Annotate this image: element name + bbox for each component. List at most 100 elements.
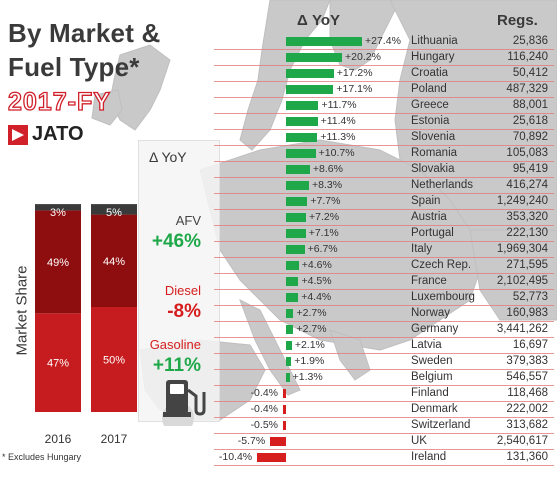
- country-name: Portugal: [411, 227, 454, 239]
- bar-label-2017-seg0: 50%: [103, 355, 125, 367]
- table-row: +1.3% Belgium 546,557: [214, 370, 554, 386]
- yoy-bar-austria: [286, 213, 306, 222]
- yoy-label: +2.1%: [294, 339, 325, 351]
- yoy-bar-portugal: [286, 229, 306, 238]
- country-name: Denmark: [411, 403, 458, 415]
- fuel-delta-panel: Δ YoY AFV +46% Diesel -8% Gasoline +11%: [138, 140, 220, 422]
- country-name: Hungary: [411, 51, 455, 63]
- fuel-delta-header: Δ YoY: [149, 149, 187, 165]
- table-row: +11.7% Greece 88,001: [214, 98, 554, 114]
- yoy-label: -0.4%: [250, 387, 278, 399]
- yoy-bar-italy: [286, 245, 305, 254]
- table-row: +2.7% Norway 160,983: [214, 306, 554, 322]
- registrations-value: 95,419: [512, 163, 548, 175]
- row-divider: [214, 321, 554, 322]
- registrations-value: 160,983: [506, 307, 548, 319]
- fuel-diesel-name: Diesel: [164, 283, 201, 298]
- title-line1: By Market &: [8, 18, 161, 48]
- yoy-label: +11.7%: [321, 99, 357, 111]
- country-name: Spain: [411, 195, 441, 207]
- yoy-bar-switzerland: [283, 421, 286, 430]
- registrations-value: 487,329: [506, 83, 548, 95]
- fuel-gasoline-name: Gasoline: [149, 337, 201, 352]
- row-divider: [214, 305, 554, 306]
- bar-2017-seg1: [91, 214, 137, 307]
- yoy-label: +6.7%: [307, 243, 338, 255]
- row-divider: [214, 337, 554, 338]
- country-name: Italy: [411, 243, 433, 255]
- jato-logo-icon: [8, 125, 28, 145]
- yoy-bar-sweden: [286, 357, 292, 366]
- table-row: -5.7% UK 2,540,617: [214, 434, 554, 450]
- table-row: -0.5% Switzerland 313,682: [214, 418, 554, 434]
- table-row: -0.4% Finland 118,468: [214, 386, 554, 402]
- bar-2016-seg2: [35, 204, 81, 211]
- country-name: Netherlands: [411, 179, 474, 191]
- table-row: +11.3% Slovenia 70,892: [214, 130, 554, 146]
- jato-logo: JATO: [8, 123, 108, 146]
- yoy-bar-croatia: [286, 69, 334, 78]
- delta-yoy-header: Δ YoY: [297, 12, 341, 29]
- yoy-label: +4.5%: [301, 275, 332, 287]
- row-divider: [214, 449, 554, 450]
- bar-label-2017-seg1: 44%: [103, 256, 125, 268]
- yoy-label: +17.1%: [336, 83, 373, 95]
- table-row: +4.6% Czech Rep. 271,595: [214, 258, 554, 274]
- yoy-bar-netherlands: [286, 181, 310, 190]
- bar-2016-seg1: [35, 210, 81, 314]
- registrations-value: 70,892: [512, 131, 548, 143]
- row-divider: [214, 273, 554, 274]
- country-name: Switzerland: [411, 419, 471, 431]
- yoy-bar-luxembourg: [286, 293, 299, 302]
- country-name: Lithuania: [411, 35, 458, 47]
- stacked-bar-chart: 47% 49% 3% 2016 50% 44% 5% 2017: [35, 204, 137, 446]
- regs-header: Regs.: [497, 12, 538, 29]
- xtick-2016: 2016: [45, 432, 72, 446]
- title-line2: Fuel Type*: [8, 52, 140, 82]
- brand-name: JATO: [32, 123, 84, 145]
- country-name: Czech Rep.: [411, 259, 472, 271]
- country-name: Croatia: [411, 67, 449, 79]
- yoy-label: +8.3%: [312, 179, 343, 191]
- row-divider: [214, 225, 554, 226]
- table-row: +10.7% Romania 105,083: [214, 146, 554, 162]
- country-name: UK: [411, 435, 427, 447]
- registrations-value: 25,836: [512, 35, 548, 47]
- yoy-label: -5.7%: [237, 435, 266, 447]
- yoy-bar-lithuania: [286, 37, 362, 46]
- yoy-label: +4.6%: [301, 259, 332, 271]
- yoy-label: +1.3%: [292, 371, 323, 383]
- registrations-value: 116,240: [507, 51, 548, 63]
- row-divider: [214, 113, 554, 114]
- fuel-afv-delta: +46%: [151, 231, 201, 252]
- table-row: +7.2% Austria 353,320: [214, 210, 554, 226]
- yoy-label: +10.7%: [318, 147, 355, 159]
- country-name: Greece: [411, 99, 449, 111]
- row-divider: [214, 81, 554, 82]
- registrations-value: 313,682: [506, 419, 548, 431]
- yoy-bar-finland: [283, 389, 286, 398]
- footnote: * Excludes Hungary: [2, 452, 82, 462]
- registrations-value: 222,130: [506, 227, 548, 239]
- yoy-bar-spain: [286, 197, 308, 206]
- table-row: +4.4% Luxembourg 52,773: [214, 290, 554, 306]
- row-divider: [214, 65, 554, 66]
- yoy-bar-germany: [286, 325, 294, 334]
- row-divider: [214, 145, 554, 146]
- yoy-label: +4.4%: [301, 291, 332, 303]
- row-divider: [214, 417, 554, 418]
- row-divider: [214, 401, 554, 402]
- registrations-value: 1,249,240: [496, 195, 548, 207]
- table-row: +7.7% Spain 1,249,240: [214, 194, 554, 210]
- table-row: +2.7% Germany 3,441,262: [214, 322, 554, 338]
- yoy-label: -0.4%: [250, 403, 278, 415]
- yoy-bar-estonia: [286, 117, 318, 126]
- yoy-bar-greece: [286, 101, 319, 110]
- country-name: Slovakia: [411, 163, 455, 175]
- table-row: +11.4% Estonia 25,618: [214, 114, 554, 130]
- row-divider: [214, 369, 554, 370]
- country-name: Poland: [411, 83, 447, 95]
- country-name: Belgium: [411, 371, 453, 383]
